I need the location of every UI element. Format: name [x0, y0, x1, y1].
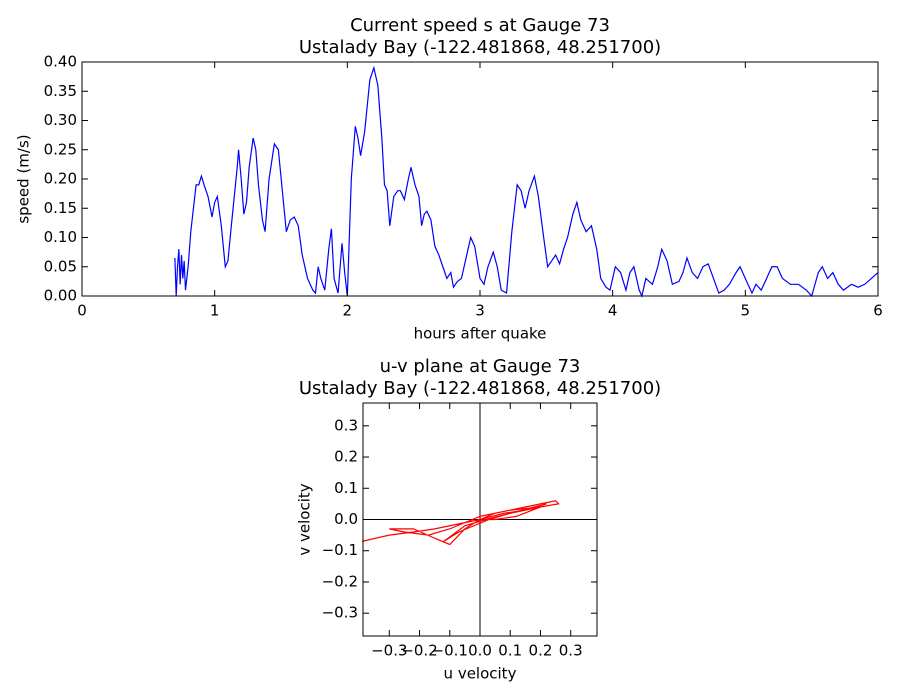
- x-tick-label: 6: [873, 302, 883, 320]
- y-tick-label: 0.3: [334, 416, 358, 434]
- y-tick-label: 0.30: [44, 111, 77, 129]
- x-tick-label: 0.2: [529, 642, 553, 660]
- y-tick-label: 0.15: [44, 199, 77, 217]
- data-line: [174, 65, 879, 298]
- x-tick-label: −0.1: [432, 642, 468, 660]
- chart-subtitle: Ustalady Bay (-122.481868, 48.251700): [299, 378, 661, 399]
- y-axis-label: v velocity: [296, 483, 314, 555]
- y-tick-label: −0.2: [322, 572, 358, 590]
- y-tick-label: −0.1: [322, 541, 358, 559]
- x-tick-label: 2: [343, 302, 353, 320]
- y-tick-label: 0.2: [334, 448, 358, 466]
- data-line: [361, 500, 560, 546]
- x-tick-label: 1: [210, 302, 220, 320]
- chart-title: Current speed s at Gauge 73: [350, 15, 610, 36]
- x-tick-label: 0: [77, 302, 87, 320]
- y-tick-label: 0.1: [334, 479, 358, 497]
- y-tick-label: 0.05: [44, 257, 77, 275]
- chart-subtitle: Ustalady Bay (-122.481868, 48.251700): [299, 37, 661, 58]
- x-tick-label: 5: [741, 302, 751, 320]
- chart-title: u-v plane at Gauge 73: [380, 356, 581, 377]
- y-tick-label: 0.25: [44, 140, 77, 158]
- plot-frame: [81, 61, 879, 297]
- x-axis-label: hours after quake: [414, 325, 547, 343]
- x-tick-label: 3: [475, 302, 485, 320]
- x-tick-label: 0.0: [468, 642, 492, 660]
- y-tick-label: 0.00: [44, 287, 77, 305]
- y-tick-label: 0.20: [44, 170, 77, 188]
- x-tick-label: 4: [608, 302, 618, 320]
- y-axis-label: speed (m/s): [15, 134, 33, 223]
- y-tick-label: −0.3: [322, 604, 358, 622]
- y-tick-label: 0.40: [44, 53, 77, 71]
- plot-frame: [362, 402, 598, 637]
- x-tick-label: −0.2: [401, 642, 437, 660]
- x-axis-label: u velocity: [444, 665, 517, 683]
- y-tick-label: 0.35: [44, 82, 77, 100]
- y-tick-label: 0.10: [44, 228, 77, 246]
- x-tick-label: −0.3: [371, 642, 407, 660]
- y-tick-label: 0.0: [334, 510, 358, 528]
- x-tick-label: 0.3: [559, 642, 583, 660]
- x-tick-label: 0.1: [498, 642, 522, 660]
